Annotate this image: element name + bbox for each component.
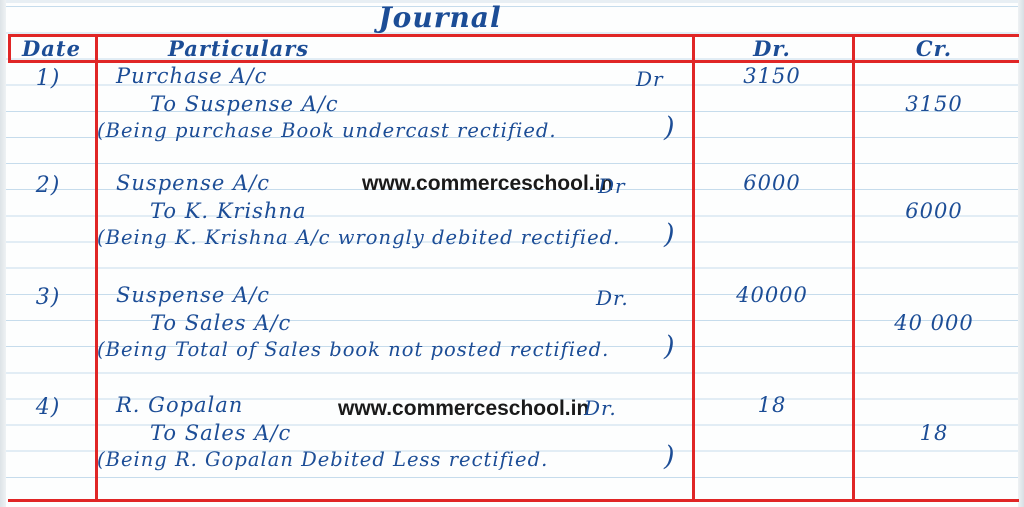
watermark-text: www.commerceschool.in [338,397,590,420]
credit-amount: 3150 [905,92,963,116]
debit-account: Purchase A/c [116,64,268,88]
column-divider-dr [852,34,855,502]
credit-account: To K. Krishna [150,199,307,223]
journal-entry: 3) Suspense A/c Dr. 40000 To Sales A/c 4… [0,283,1024,383]
column-header-date: Date [22,36,81,61]
narration-close: ) [664,331,676,362]
entry-number: 3) [35,285,61,310]
dr-marker: Dr. [584,396,617,420]
credit-amount: 6000 [905,199,963,223]
watermark-text: www.commerceschool.in [362,172,614,195]
journal-entry: 2) Suspense A/c Dr 6000 To K. Krishna 60… [0,171,1024,271]
debit-amount: 6000 [743,171,801,195]
narration-close: ) [664,219,676,250]
table-border-bottom [8,499,1019,502]
debit-account: R. Gopalan [116,393,244,417]
column-divider-particulars [692,34,695,502]
entry-number: 4) [35,395,61,420]
credit-amount: 18 [919,421,949,445]
credit-account: To Suspense A/c [150,92,339,116]
table-border-left-header [8,34,11,63]
column-header-dr: Dr. [753,36,791,61]
dr-marker: Dr [598,174,626,198]
journal-entry: 1) Purchase A/c Dr 3150 To Suspense A/c … [0,64,1024,164]
paper-edge-top [0,0,1024,3]
dr-marker: Dr. [596,286,629,310]
debit-account: Suspense A/c [116,171,270,195]
credit-amount: 40 000 [894,311,974,335]
entry-number: 2) [35,173,61,198]
debit-amount: 3150 [743,64,801,88]
paper-edge-left [0,0,6,507]
page-title: Journal [378,1,502,34]
table-border-top [8,34,1019,37]
credit-account: To Sales A/c [150,311,292,335]
column-header-cr: Cr. [915,36,953,61]
debit-amount: 40000 [736,283,808,307]
narration-close: ) [664,441,676,472]
narration: (Being K. Krishna A/c wrongly debited re… [97,226,621,249]
narration-close: ) [664,112,676,143]
entry-number: 1) [35,66,61,91]
table-header-divider [8,60,1019,63]
narration: (Being R. Gopalan Debited Less rectified… [97,448,549,471]
column-header-particulars: Particulars [168,36,310,61]
debit-account: Suspense A/c [116,283,270,307]
credit-account: To Sales A/c [150,421,292,445]
debit-amount: 18 [757,393,787,417]
column-divider-date [95,34,98,502]
narration: (Being purchase Book undercast rectified… [97,119,557,142]
narration: (Being Total of Sales book not posted re… [97,338,610,361]
journal-entry: 4) R. Gopalan Dr. 18 To Sales A/c 18 (Be… [0,393,1024,493]
dr-marker: Dr [636,67,664,91]
paper-edge-right [1018,0,1024,507]
